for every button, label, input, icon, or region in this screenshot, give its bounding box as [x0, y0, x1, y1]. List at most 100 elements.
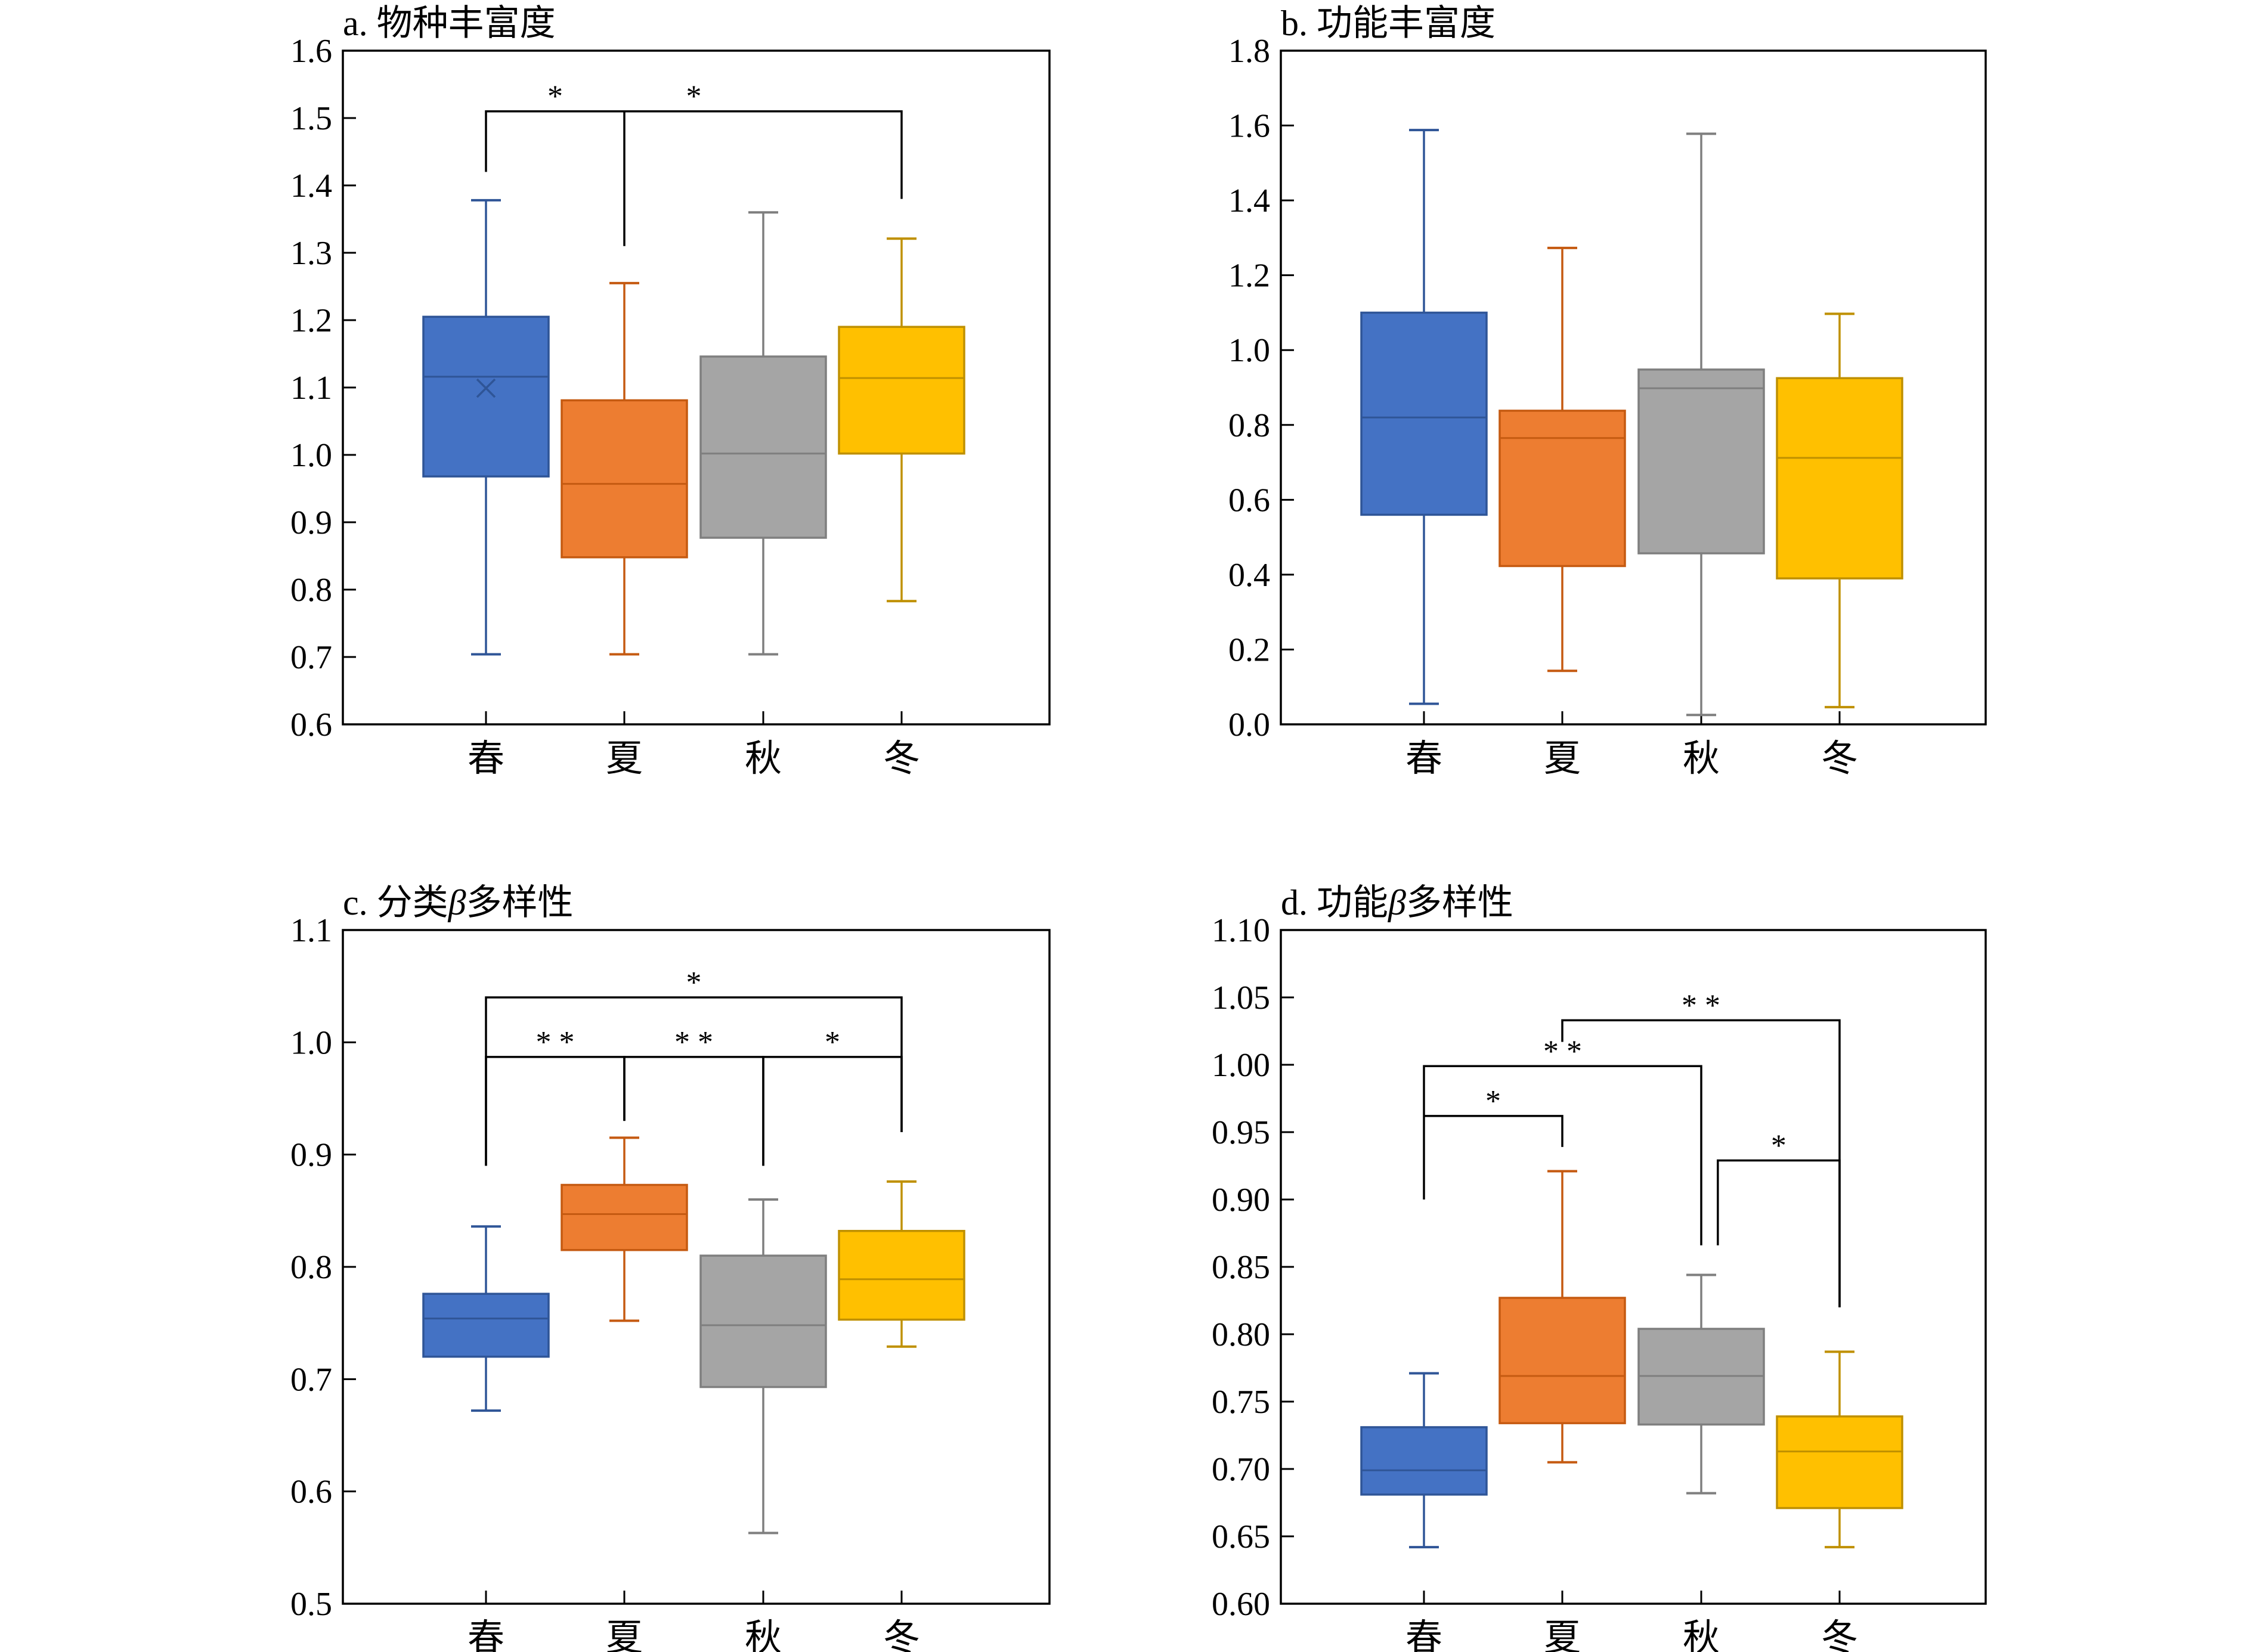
y-tick-label: 1.00 — [1212, 1047, 1270, 1084]
significance-label: * * — [1543, 1034, 1582, 1068]
bracket-line — [762, 1056, 903, 1166]
x-category-label: 秋 — [1683, 1618, 1720, 1652]
box-2 — [1637, 132, 1765, 717]
iqr-box — [1360, 1426, 1488, 1496]
panel-a-species-richness: a. 物种丰富度 0.6 0.7 0.8 0.9 1.0 1.1 1.2 1.3 1.4 1.5 1.… — [290, 4, 1051, 779]
significance-label: * * — [1682, 988, 1720, 1022]
bracket-line — [485, 110, 626, 246]
panel-c-taxonomic-beta-diversity: c. 分类β多样性 0.5 0.6 0.7 0.8 0.9 1.0 1.1 春 夏 秋 冬 * * * * … — [290, 883, 1051, 1652]
box-3 — [838, 1180, 965, 1348]
x-category-label: 秋 — [1683, 739, 1720, 779]
box-2 — [699, 211, 827, 656]
y-tick-label: 1.4 — [1228, 182, 1270, 219]
y-tick-label: 0.8 — [290, 1249, 332, 1286]
y-tick-label: 1.0 — [290, 437, 332, 474]
y-tick-label: 0.6 — [290, 1474, 332, 1511]
panel-d-functional-beta-diversity: d. 功能β多样性 0.60 0.65 0.70 0.75 0.80 0.85 0.90 0.9… — [1212, 883, 1987, 1652]
box-2 — [699, 1198, 827, 1535]
y-tick-label: 0.2 — [1228, 631, 1270, 668]
significance-bracket: * — [762, 1025, 903, 1166]
y-tick-label: 0.8 — [290, 572, 332, 609]
x-category-label: 春 — [1405, 739, 1442, 779]
x-category-label: 夏 — [1544, 1618, 1581, 1652]
box-0 — [422, 199, 550, 656]
x-category-label: 春 — [467, 1618, 504, 1652]
significance-label: * — [686, 80, 702, 114]
box-2 — [1637, 1273, 1765, 1495]
iqr-box — [1776, 377, 1903, 579]
significance-label: * * — [536, 1025, 575, 1059]
y-tick-label: 0.0 — [1228, 706, 1270, 743]
y-tick-label: 1.0 — [1228, 332, 1270, 369]
significance-label: * — [1771, 1129, 1787, 1163]
y-tick-label: 0.65 — [1212, 1518, 1270, 1555]
iqr-box — [422, 1293, 550, 1358]
significance-bracket: * — [1424, 1084, 1563, 1147]
bracket-line — [1423, 1065, 1702, 1245]
significance-bracket: * * — [1423, 1034, 1702, 1245]
significance-bracket: * — [624, 80, 903, 199]
iqr-box — [699, 1254, 827, 1388]
y-tick-label: 0.7 — [290, 639, 332, 676]
y-tick-label: 0.80 — [1212, 1316, 1270, 1353]
significance-bracket: * * — [1561, 988, 1841, 1307]
iqr-box — [1776, 1415, 1903, 1510]
y-tick-label: 0.4 — [1228, 557, 1270, 594]
x-category-label: 春 — [467, 739, 504, 779]
bracket-line — [1424, 1115, 1563, 1147]
x-category-label: 夏 — [606, 739, 643, 779]
box-3 — [1776, 1350, 1903, 1549]
box-1 — [561, 281, 688, 656]
iqr-box — [1637, 368, 1765, 554]
x-category-label: 秋 — [745, 739, 782, 779]
y-tick-label: 1.5 — [290, 100, 332, 137]
iqr-box — [1498, 410, 1626, 568]
y-tick-label: 0.9 — [290, 504, 332, 541]
y-tick-label: 1.8 — [1228, 33, 1270, 70]
significance-bracket: * — [1717, 1129, 1841, 1307]
y-tick-label: 0.8 — [1228, 407, 1270, 444]
panel-b-functional-richness: b. 功能丰富度 0.0 0.2 0.4 0.6 0.8 1.0 1.2 1.4 1.6 1.8 春 夏… — [1228, 4, 1987, 779]
y-tick-label: 1.05 — [1212, 980, 1270, 1016]
y-tick-label: 0.60 — [1212, 1586, 1270, 1623]
x-category-label: 冬 — [1821, 739, 1858, 779]
y-tick-label: 1.1 — [290, 370, 332, 407]
iqr-box — [699, 355, 827, 539]
y-tick-label: 0.95 — [1212, 1114, 1270, 1151]
y-tick-label: 0.85 — [1212, 1249, 1270, 1286]
significance-label: * * — [674, 1025, 713, 1059]
iqr-box — [1360, 311, 1488, 516]
x-category-label: 冬 — [883, 739, 920, 779]
y-tick-label: 1.2 — [290, 302, 332, 339]
box-1 — [561, 1136, 688, 1322]
significance-label: * — [1485, 1084, 1501, 1118]
significance-label: * — [686, 966, 702, 1000]
y-tick-label: 1.0 — [290, 1024, 332, 1061]
bracket-line — [485, 996, 903, 1166]
chart-title: d. 功能β多样性 — [1281, 883, 1513, 922]
chart-title: b. 功能丰富度 — [1281, 4, 1496, 43]
y-tick-label: 0.7 — [290, 1361, 332, 1398]
y-tick-label: 0.6 — [290, 706, 332, 743]
iqr-box — [838, 1229, 965, 1321]
bracket-line — [623, 1056, 764, 1166]
significance-label: * — [825, 1025, 840, 1059]
box-1 — [1498, 1170, 1626, 1464]
y-tick-label: 0.6 — [1228, 482, 1270, 519]
iqr-box — [838, 326, 965, 455]
iqr-box — [422, 315, 550, 478]
x-category-label: 冬 — [883, 1618, 920, 1652]
box-0 — [422, 1225, 550, 1412]
y-tick-label: 1.4 — [290, 168, 332, 204]
box-1 — [1498, 246, 1626, 672]
y-tick-label: 0.9 — [290, 1137, 332, 1174]
significance-label: * — [547, 80, 563, 114]
iqr-box — [561, 399, 688, 559]
box-0 — [1360, 129, 1488, 705]
significance-bracket: * — [485, 80, 626, 246]
box-0 — [1360, 1372, 1488, 1549]
y-tick-label: 0.70 — [1212, 1451, 1270, 1488]
chart-title: a. 物种丰富度 — [343, 4, 556, 43]
iqr-box — [561, 1183, 688, 1251]
